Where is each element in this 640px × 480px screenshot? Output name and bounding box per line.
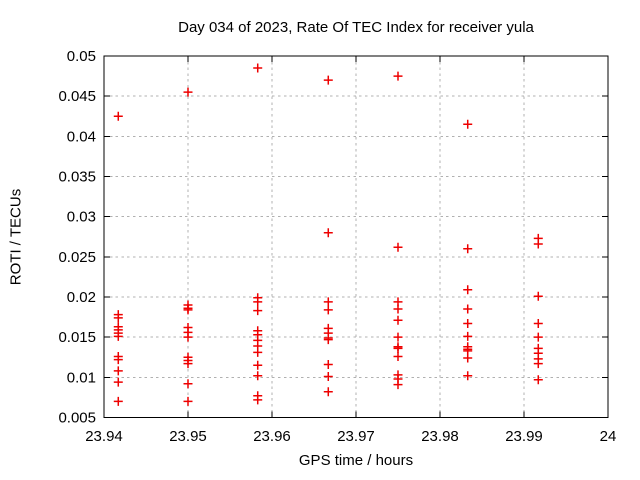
data-point — [393, 351, 403, 361]
data-point — [113, 366, 123, 376]
data-point — [183, 332, 193, 342]
y-tick-labels: 0.005 0.01 0.015 0.02 0.025 0.03 0.035 0.04 0.04… — [58, 48, 96, 427]
data-point — [253, 63, 263, 73]
data-point — [183, 396, 193, 406]
data-point — [113, 111, 123, 121]
tick-marks — [103, 55, 609, 418]
data-point — [393, 315, 403, 325]
y-tick-label: 0.015 — [58, 329, 96, 346]
data-point — [323, 228, 333, 238]
data-point — [253, 395, 263, 405]
x-axis-label: GPS time / hours — [298, 452, 414, 469]
data-point — [183, 379, 193, 389]
x-tick-label: 23.98 — [421, 428, 459, 445]
y-tick-label: 0.005 — [58, 410, 96, 427]
data-point — [463, 319, 473, 329]
x-tick-label: 23.97 — [337, 428, 375, 445]
data-point — [253, 347, 263, 357]
x-tick-label: 23.96 — [253, 428, 291, 445]
data-point — [533, 359, 543, 369]
data-point — [323, 359, 333, 369]
y-tick-label: 0.04 — [67, 128, 96, 145]
data-point — [183, 359, 193, 369]
x-tick-labels: 23.94 23.95 23.96 23.97 23.98 23.99 24 — [85, 428, 616, 445]
grid-lines — [104, 56, 608, 418]
data-point — [393, 332, 403, 342]
data-point — [253, 306, 263, 316]
y-tick-label: 0.03 — [67, 209, 96, 226]
data-point — [253, 360, 263, 370]
data-point — [183, 87, 193, 97]
data-points — [113, 63, 543, 406]
data-point — [183, 305, 193, 315]
data-point — [323, 372, 333, 382]
data-point — [463, 353, 473, 363]
data-point — [323, 387, 333, 397]
data-point — [393, 304, 403, 314]
data-point — [113, 313, 123, 323]
data-point — [113, 396, 123, 406]
data-point — [113, 377, 123, 387]
data-point — [533, 332, 543, 342]
y-tick-label: 0.035 — [58, 169, 96, 186]
data-point — [393, 343, 403, 353]
data-point — [533, 239, 543, 249]
y-tick-label: 0.045 — [58, 88, 96, 105]
data-point — [463, 304, 473, 314]
data-point — [463, 285, 473, 295]
x-tick-label: 23.94 — [85, 428, 123, 445]
data-point — [533, 291, 543, 301]
y-tick-label: 0.01 — [67, 369, 96, 386]
data-point — [323, 297, 333, 307]
data-point — [463, 331, 473, 341]
x-tick-label: 24 — [600, 428, 617, 445]
x-tick-label: 23.99 — [505, 428, 543, 445]
data-point — [393, 242, 403, 252]
data-point — [393, 380, 403, 390]
x-tick-label: 23.95 — [169, 428, 207, 445]
data-point — [323, 335, 333, 345]
y-tick-label: 0.05 — [67, 48, 96, 65]
y-tick-label: 0.025 — [58, 249, 96, 266]
data-point — [533, 375, 543, 385]
data-point — [253, 297, 263, 307]
data-point — [463, 371, 473, 381]
data-point — [323, 75, 333, 85]
data-point — [463, 244, 473, 254]
y-tick-label: 0.02 — [67, 289, 96, 306]
data-point — [533, 319, 543, 329]
data-point — [393, 71, 403, 81]
chart-title: Day 034 of 2023, Rate Of TEC Index for r… — [178, 19, 534, 36]
data-point — [113, 355, 123, 365]
data-point — [253, 371, 263, 381]
data-point — [463, 119, 473, 129]
data-point — [113, 331, 123, 341]
data-point — [323, 305, 333, 315]
